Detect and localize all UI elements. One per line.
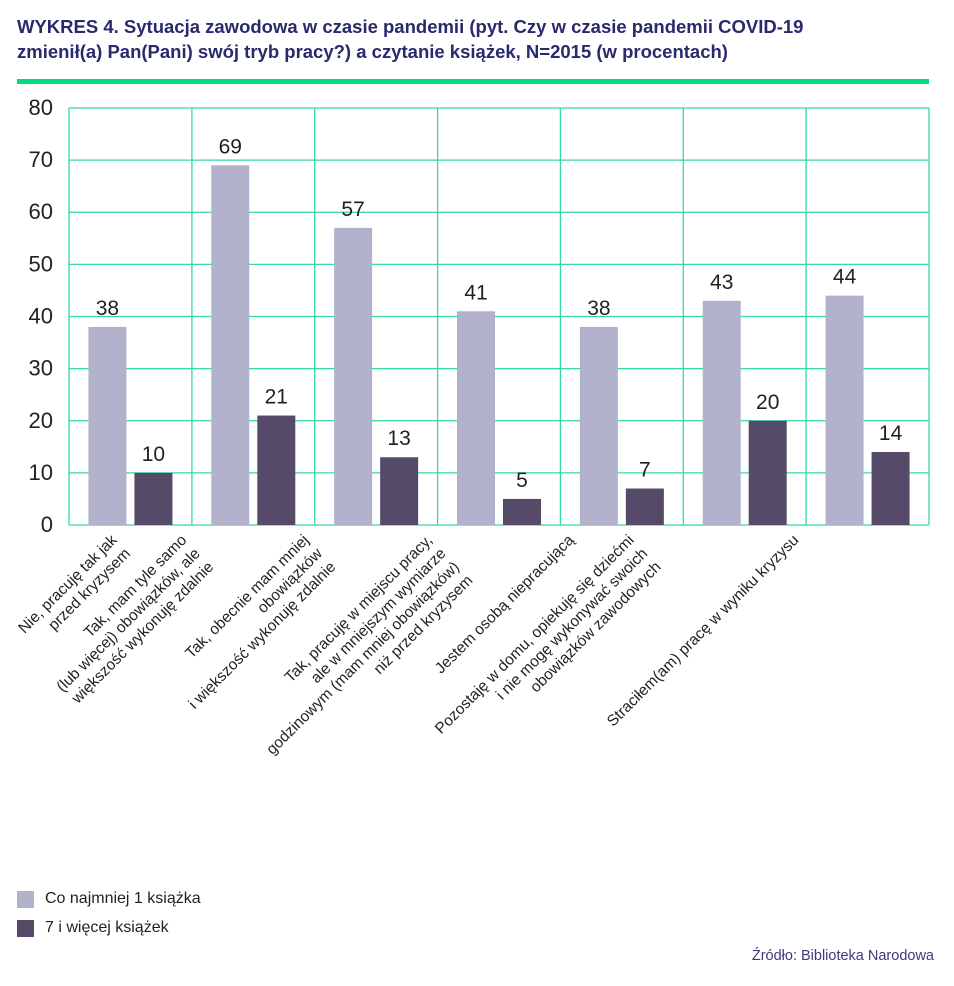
svg-text:50: 50	[29, 251, 53, 276]
svg-text:80: 80	[29, 95, 53, 120]
svg-text:21: 21	[265, 386, 288, 409]
svg-text:20: 20	[29, 408, 53, 433]
svg-text:14: 14	[879, 422, 903, 445]
svg-text:40: 40	[29, 304, 53, 329]
svg-text:7: 7	[639, 459, 651, 482]
svg-text:10: 10	[142, 443, 165, 466]
svg-text:38: 38	[587, 297, 610, 320]
svg-text:43: 43	[710, 271, 733, 294]
svg-text:13: 13	[387, 427, 410, 450]
svg-text:69: 69	[219, 135, 242, 158]
svg-text:20: 20	[756, 391, 779, 414]
svg-text:41: 41	[464, 281, 487, 304]
svg-text:0: 0	[41, 512, 53, 537]
svg-text:44: 44	[833, 266, 857, 289]
svg-text:60: 60	[29, 199, 53, 224]
svg-text:57: 57	[341, 198, 364, 221]
svg-text:10: 10	[29, 460, 53, 485]
svg-text:70: 70	[29, 147, 53, 172]
svg-text:30: 30	[29, 356, 53, 381]
svg-text:5: 5	[516, 469, 528, 492]
svg-text:38: 38	[96, 297, 119, 320]
